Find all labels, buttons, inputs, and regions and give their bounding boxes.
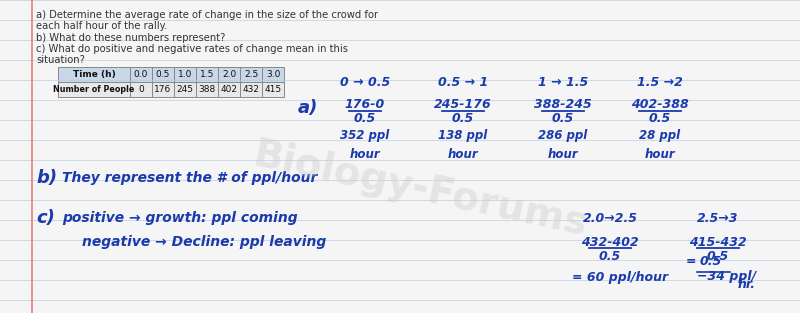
Text: 352 ppl: 352 ppl [340,129,390,141]
Text: 0: 0 [138,85,144,94]
Text: 138 ppl: 138 ppl [438,129,488,141]
Text: 0.5 → 1: 0.5 → 1 [438,75,488,89]
Text: 245-176: 245-176 [434,99,492,111]
Text: hour: hour [548,147,578,161]
Text: 0.0: 0.0 [134,70,148,79]
Text: 1.5: 1.5 [200,70,214,79]
Text: Biology-Forums: Biology-Forums [250,136,590,244]
Text: 388: 388 [198,85,216,94]
Bar [130,67,152,82]
Text: 2.0: 2.0 [222,70,236,79]
Text: hour: hour [350,147,380,161]
Text: 0.5: 0.5 [552,112,574,126]
Text: a): a) [298,99,318,117]
Text: 388-245: 388-245 [534,99,592,111]
Text: hr.: hr. [738,278,756,291]
Text: negative → Decline: ppl leaving: negative → Decline: ppl leaving [82,235,326,249]
Text: 432: 432 [242,85,259,94]
Text: = 60 ppl/hour: = 60 ppl/hour [572,271,668,285]
Bar [130,82,152,97]
Text: −34 ppl/: −34 ppl/ [697,270,756,283]
Text: 1.5 →2: 1.5 →2 [637,75,683,89]
Text: b) What do these numbers represent?: b) What do these numbers represent? [36,33,226,43]
Text: 415: 415 [265,85,282,94]
Text: 2.0→2.5: 2.0→2.5 [582,212,638,224]
Text: 0.5: 0.5 [156,70,170,79]
Bar [196,67,218,82]
Text: Number of People: Number of People [54,85,134,94]
Text: 2.5→3: 2.5→3 [698,212,738,224]
Text: 176-0: 176-0 [345,99,385,111]
Text: 432-402: 432-402 [581,235,639,249]
Text: c) What do positive and negative rates of change mean in this: c) What do positive and negative rates o… [36,44,348,54]
Text: 2.5: 2.5 [244,70,258,79]
Bar [152,67,174,82]
Text: 402-388: 402-388 [631,99,689,111]
Bar [240,67,262,82]
Text: 176: 176 [154,85,172,94]
Text: Time (h): Time (h) [73,70,115,79]
Text: 415-432: 415-432 [689,235,747,249]
Text: a) Determine the average rate of change in the size of the crowd for: a) Determine the average rate of change … [36,10,378,20]
Text: 245: 245 [177,85,194,94]
Text: 0.5: 0.5 [707,249,729,263]
Bar [58,67,130,82]
Text: positive → growth: ppl coming: positive → growth: ppl coming [62,211,298,225]
Bar [58,82,130,97]
Text: 0.5: 0.5 [452,112,474,126]
Text: 0.5: 0.5 [649,112,671,126]
Text: 0.5: 0.5 [354,112,376,126]
Text: =: = [686,255,697,268]
Text: 286 ppl: 286 ppl [538,129,588,141]
Bar [218,67,240,82]
Bar [262,67,284,82]
Text: 0 → 0.5: 0 → 0.5 [340,75,390,89]
Text: 28 ppl: 28 ppl [639,129,681,141]
Bar [152,82,174,97]
Text: each half hour of the rally.: each half hour of the rally. [36,21,167,31]
Text: 0.5: 0.5 [700,255,722,268]
Bar [196,82,218,97]
Text: c): c) [36,209,55,227]
Text: hour: hour [448,147,478,161]
Text: b): b) [36,169,57,187]
Bar [174,82,196,97]
Text: 402: 402 [221,85,238,94]
Text: 3.0: 3.0 [266,70,280,79]
Text: 0.5: 0.5 [599,249,621,263]
Text: situation?: situation? [36,55,85,65]
Text: 1 → 1.5: 1 → 1.5 [538,75,588,89]
Bar [174,67,196,82]
Text: hour: hour [645,147,675,161]
Bar [240,82,262,97]
Bar [262,82,284,97]
Text: They represent the # of ppl/hour: They represent the # of ppl/hour [62,171,318,185]
Bar [218,82,240,97]
Text: 1.0: 1.0 [178,70,192,79]
